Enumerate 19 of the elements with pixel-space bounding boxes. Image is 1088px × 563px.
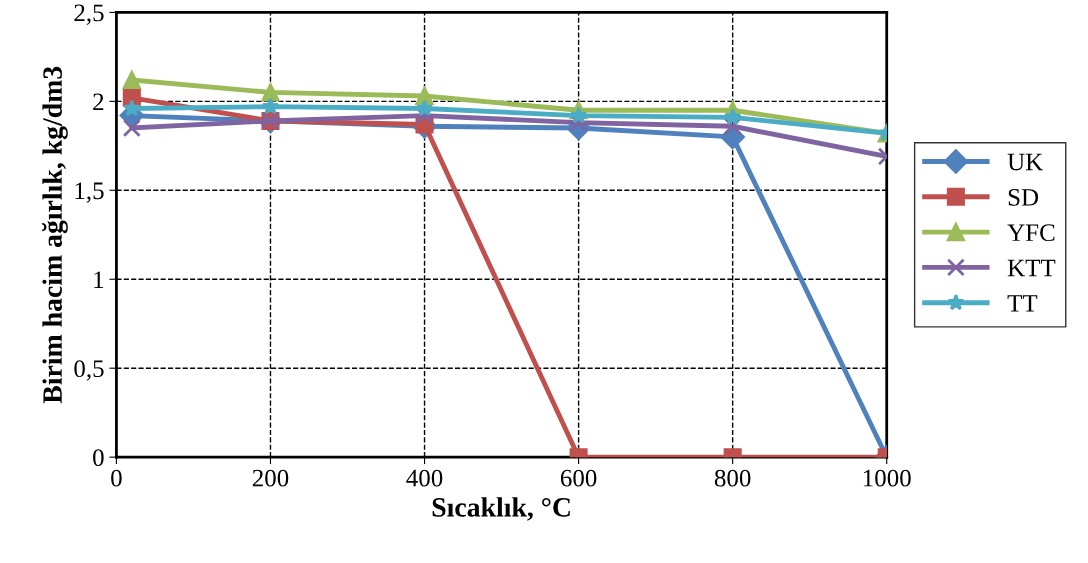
x-tick-label: 800 xyxy=(714,469,751,487)
y-tick-label: 1 xyxy=(94,271,104,288)
legend-label: TT xyxy=(1007,295,1038,312)
x-tick-label: 1000 xyxy=(863,469,911,487)
x-tick-label: 0 xyxy=(111,469,122,487)
y-tick-label: 2 xyxy=(93,93,104,111)
y-axis-title: Birim hacim ağırlık, kg/dm3 xyxy=(42,66,68,404)
y-tick-label: 0 xyxy=(93,449,104,467)
x-tick-label: 600 xyxy=(560,469,597,487)
legend-label: SD xyxy=(1008,188,1039,206)
legend-label: KTT xyxy=(1007,259,1056,277)
legend-label: YFC xyxy=(1007,224,1055,242)
y-tick-label: 1,5 xyxy=(75,182,104,203)
legend-label: UK xyxy=(1007,153,1043,171)
x-axis-title: Sıcaklık, °C xyxy=(432,497,570,521)
x-tick-label: 400 xyxy=(406,469,443,487)
y-tick-label: 0,5 xyxy=(74,360,104,381)
x-tick-label: 200 xyxy=(252,469,289,487)
y-tick-label: 2,5 xyxy=(74,4,104,25)
